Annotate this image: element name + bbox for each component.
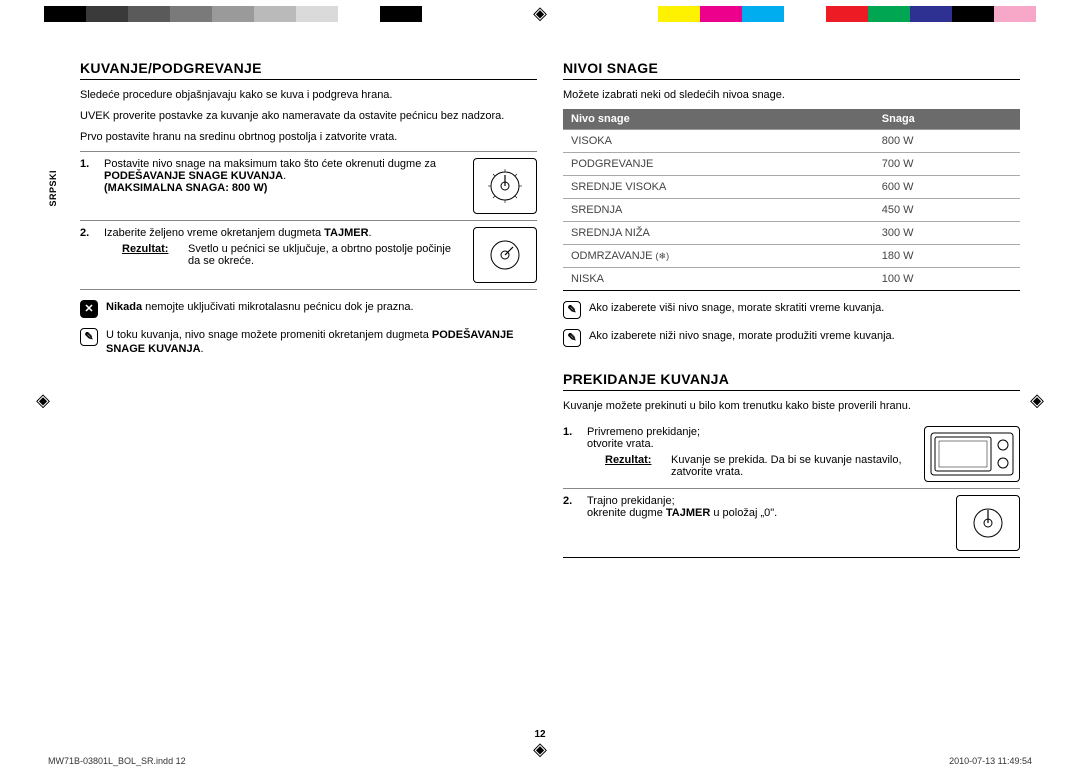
step-number: 2. xyxy=(563,495,577,507)
table-cell: 600 W xyxy=(874,175,1020,198)
table-row: SREDNJE VISOKA600 W xyxy=(563,175,1020,198)
table-header: Snaga xyxy=(874,109,1020,130)
section-heading-power: NIVOI SNAGE xyxy=(563,60,1020,80)
section-heading-stop: PREKIDANJE KUVANJA xyxy=(563,371,1020,391)
table-cell: 700 W xyxy=(874,152,1020,175)
timer-dial-icon xyxy=(473,227,537,283)
power-dial-icon xyxy=(473,158,537,214)
info-note: ✎ U toku kuvanja, nivo snage možete prom… xyxy=(80,328,537,358)
result-text: Svetlo u pećnici se uključuje, a obrtno … xyxy=(188,243,463,267)
result-label: Rezultat: xyxy=(122,243,178,267)
stop-step-2: 2. Trajno prekidanje; okrenite dugme TAJ… xyxy=(563,489,1020,558)
table-cell: SREDNJE VISOKA xyxy=(563,175,874,198)
note-icon: ✎ xyxy=(563,329,581,347)
registration-mark-icon: ◈ xyxy=(34,391,52,409)
section-heading-cooking: KUVANJE/PODGREVANJE xyxy=(80,60,537,80)
table-cell: NISKA xyxy=(563,267,874,290)
step-body: Trajno prekidanje; okrenite dugme TAJMER… xyxy=(587,495,946,519)
step-text: u položaj „0". xyxy=(710,507,777,519)
note-text: . xyxy=(201,343,204,355)
language-tab: SRPSKI xyxy=(48,170,58,207)
step-text: okrenite dugme xyxy=(587,507,666,519)
step-text-bold: (MAKSIMALNA SNAGA: 800 W) xyxy=(104,182,267,194)
table-cell: 100 W xyxy=(874,267,1020,290)
table-row: ODMRZAVANJE (❄)180 W xyxy=(563,244,1020,267)
info-note: ✎ Ako izaberete niži nivo snage, morate … xyxy=(563,329,1020,347)
note-icon: ✎ xyxy=(80,328,98,346)
intro-text: Sledeće procedure objašnjavaju kako se k… xyxy=(80,88,537,103)
step-1: 1. Postavite nivo snage na maksimum tako… xyxy=(80,151,537,221)
table-cell: 300 W xyxy=(874,221,1020,244)
timer-dial-icon xyxy=(956,495,1020,551)
left-column: KUVANJE/PODGREVANJE Sledeće procedure ob… xyxy=(80,60,537,722)
note-text: Ako izaberete niži nivo snage, morate pr… xyxy=(589,329,895,344)
step-text: . xyxy=(369,227,372,239)
intro-text: Kuvanje možete prekinuti u bilo kom tren… xyxy=(563,399,1020,414)
result-text: Kuvanje se prekida. Da bi se kuvanje nas… xyxy=(671,454,914,478)
step-number: 2. xyxy=(80,227,94,239)
table-cell: ODMRZAVANJE (❄) xyxy=(563,244,874,267)
step-text-bold: PODEŠAVANJE SNAGE KUVANJA xyxy=(104,170,283,182)
note-text: U toku kuvanja, nivo snage možete promen… xyxy=(106,329,432,341)
step-text: otvorite vrata. xyxy=(587,438,654,450)
intro-text: Prvo postavite hranu na sredinu obrtnog … xyxy=(80,130,537,145)
table-cell: 180 W xyxy=(874,244,1020,267)
print-footer: MW71B-03801L_BOL_SR.indd 12 2010-07-13 1… xyxy=(48,756,1032,766)
note-icon: ✎ xyxy=(563,301,581,319)
table-cell: SREDNJA xyxy=(563,198,874,221)
table-cell: VISOKA xyxy=(563,129,874,152)
power-levels-table: Nivo snage Snaga VISOKA800 WPODGREVANJE7… xyxy=(563,109,1020,291)
warning-icon: ✕ xyxy=(80,300,98,318)
stop-step-1: 1. Privremeno prekidanje; otvorite vrata… xyxy=(563,420,1020,489)
page-content: KUVANJE/PODGREVANJE Sledeće procedure ob… xyxy=(80,60,1020,722)
page-number: 12 xyxy=(0,729,1080,740)
right-column: NIVOI SNAGE Možete izabrati neki od sled… xyxy=(563,60,1020,722)
step-2: 2. Izaberite željeno vreme okretanjem du… xyxy=(80,221,537,290)
step-body: Privremeno prekidanje; otvorite vrata. R… xyxy=(587,426,914,478)
registration-mark-icon: ◈ xyxy=(531,4,549,22)
table-row: NISKA100 W xyxy=(563,267,1020,290)
footer-filename: MW71B-03801L_BOL_SR.indd 12 xyxy=(48,756,186,766)
step-text-bold: TAJMER xyxy=(666,507,710,519)
table-row: SREDNJA450 W xyxy=(563,198,1020,221)
table-cell: SREDNJA NIŽA xyxy=(563,221,874,244)
step-text: Privremeno prekidanje; xyxy=(587,426,700,438)
registration-mark-icon: ◈ xyxy=(1028,391,1046,409)
note-text-bold: Nikada xyxy=(106,301,142,313)
table-row: PODGREVANJE700 W xyxy=(563,152,1020,175)
note-text: nemojte uključivati mikrotalasnu pećnicu… xyxy=(142,301,413,313)
color-bar-left xyxy=(44,6,422,22)
footer-timestamp: 2010-07-13 11:49:54 xyxy=(949,756,1032,766)
step-text: Postavite nivo snage na maksimum tako št… xyxy=(104,158,436,170)
step-text: . xyxy=(283,170,286,182)
table-cell: PODGREVANJE xyxy=(563,152,874,175)
microwave-icon xyxy=(924,426,1020,482)
intro-text: Možete izabrati neki od sledećih nivoa s… xyxy=(563,88,1020,103)
table-header: Nivo snage xyxy=(563,109,874,130)
step-number: 1. xyxy=(80,158,94,170)
intro-text: UVEK proverite postavke za kuvanje ako n… xyxy=(80,109,537,124)
step-text: Trajno prekidanje; xyxy=(587,495,675,507)
step-text-bold: TAJMER xyxy=(324,227,368,239)
table-row: VISOKA800 W xyxy=(563,129,1020,152)
step-text: Izaberite željeno vreme okretanjem dugme… xyxy=(104,227,324,239)
result-label: Rezultat: xyxy=(605,454,661,478)
color-bar-right xyxy=(658,6,1036,22)
step-body: Postavite nivo snage na maksimum tako št… xyxy=(104,158,463,194)
step-number: 1. xyxy=(563,426,577,438)
table-row: SREDNJA NIŽA300 W xyxy=(563,221,1020,244)
warning-note: ✕ Nikada nemojte uključivati mikrotalasn… xyxy=(80,300,537,318)
step-body: Izaberite željeno vreme okretanjem dugme… xyxy=(104,227,463,267)
note-text: Ako izaberete viši nivo snage, morate sk… xyxy=(589,301,884,316)
info-note: ✎ Ako izaberete viši nivo snage, morate … xyxy=(563,301,1020,319)
table-cell: 450 W xyxy=(874,198,1020,221)
table-cell: 800 W xyxy=(874,129,1020,152)
